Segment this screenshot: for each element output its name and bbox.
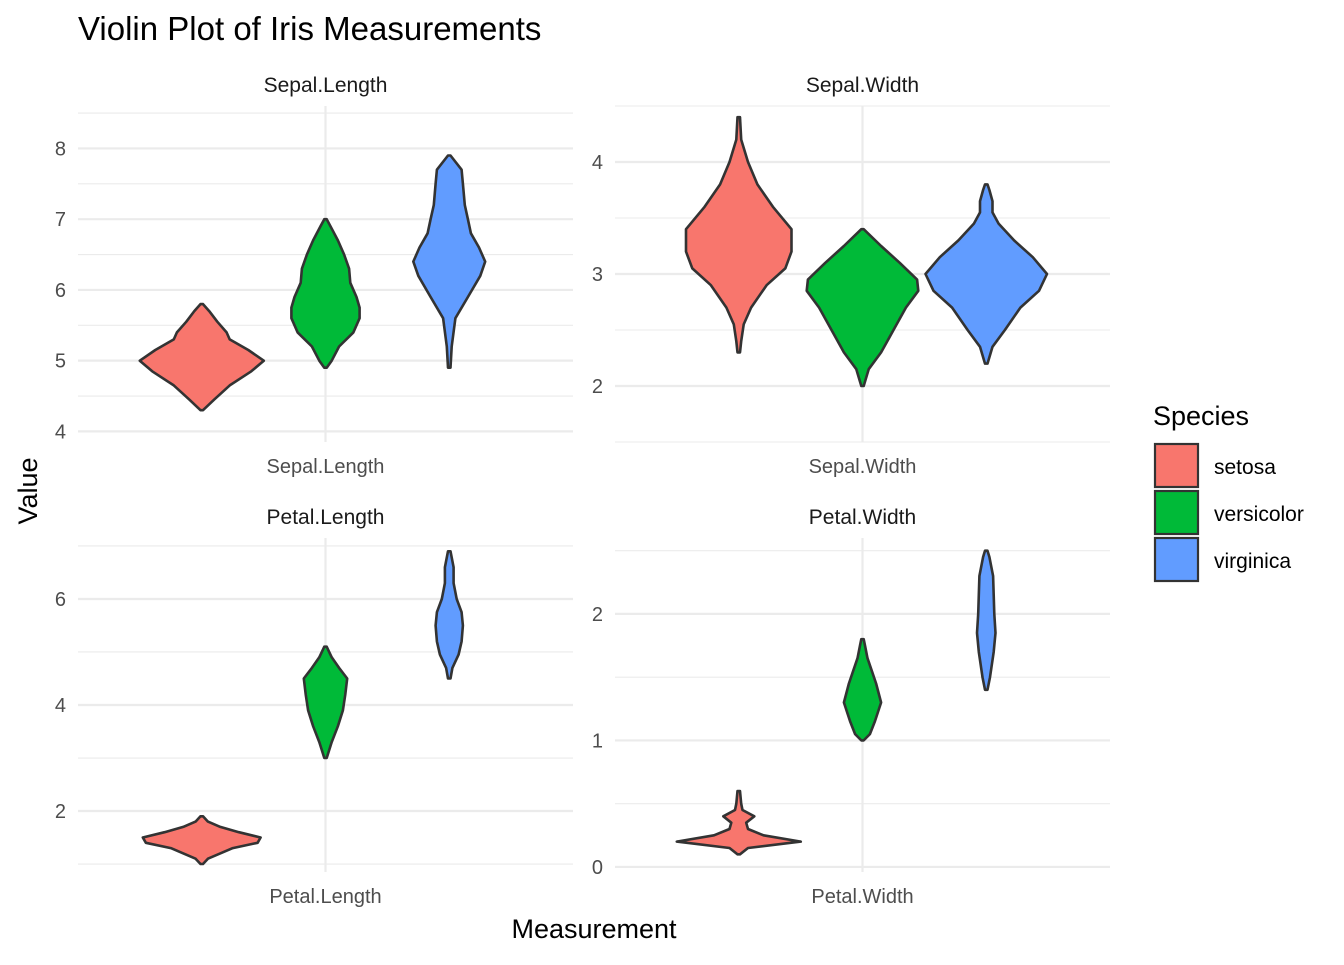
violin-setosa — [141, 815, 262, 866]
facets-layer: 4 5 6 7 8 Sepal.Length Sepal.Length 2 3 4 Sepal.Wi… — [55, 74, 1110, 908]
y-tick-label: 4 — [592, 152, 603, 174]
legend-key-versicolor — [1153, 489, 1200, 536]
legend-label: setosa — [1214, 456, 1276, 479]
violin-virginica — [412, 154, 487, 369]
y-tick-label: 2 — [55, 801, 66, 823]
y-tick-label: 8 — [55, 138, 66, 160]
legend: Species setosa versicolor virginica — [1153, 401, 1304, 583]
facet-panel: 2 3 4 Sepal.Width Sepal.Width — [592, 74, 1110, 478]
violin-setosa — [138, 302, 266, 412]
facet-strip-label: Sepal.Length — [264, 74, 388, 97]
y-tick-label: 6 — [55, 280, 66, 302]
violin-virginica — [924, 183, 1049, 365]
violin-virginica — [975, 549, 997, 692]
y-tick-label: 5 — [55, 351, 66, 373]
violin-versicolor — [302, 645, 349, 760]
y-tick-label: 7 — [55, 209, 66, 231]
violin-versicolor — [842, 637, 883, 742]
facet-strip-label: Petal.Width — [809, 506, 916, 529]
y-tick-label: 4 — [55, 695, 66, 717]
legend-label: virginica — [1214, 550, 1291, 573]
y-tick-label: 2 — [592, 604, 603, 626]
violin-virginica — [434, 550, 465, 680]
y-tick-label: 2 — [592, 376, 603, 398]
y-tick-label: 0 — [592, 857, 603, 879]
legend-key-virginica — [1153, 536, 1200, 583]
facet-strip-label: Sepal.Width — [806, 74, 919, 97]
facet-panel: 0 1 2 Petal.Width Petal.Width — [592, 506, 1110, 908]
chart-title: Violin Plot of Iris Measurements — [78, 10, 541, 47]
y-tick-label: 3 — [592, 264, 603, 286]
legend-title: Species — [1153, 401, 1249, 431]
x-tick-label: Sepal.Length — [267, 456, 385, 478]
violin-setosa — [675, 789, 803, 856]
violin-setosa — [684, 115, 793, 354]
facet-panel: 2 4 6 Petal.Length Petal.Length — [55, 506, 573, 908]
x-tick-label: Sepal.Width — [809, 456, 917, 478]
facet-panel: 4 5 6 7 8 Sepal.Length Sepal.Length — [55, 74, 573, 478]
legend-key-setosa — [1153, 442, 1200, 489]
y-tick-label: 4 — [55, 421, 66, 443]
violin-versicolor — [805, 227, 920, 388]
violin-versicolor — [290, 217, 361, 369]
x-tick-label: Petal.Length — [269, 886, 381, 908]
x-tick-label: Petal.Width — [811, 886, 913, 908]
legend-items: setosa versicolor virginica — [1153, 442, 1304, 583]
y-axis-title: Value — [13, 457, 43, 524]
y-tick-label: 6 — [55, 589, 66, 611]
x-axis-title: Measurement — [511, 914, 677, 944]
legend-label: versicolor — [1214, 503, 1304, 526]
y-tick-label: 1 — [592, 730, 603, 752]
facet-strip-label: Petal.Length — [267, 506, 385, 529]
